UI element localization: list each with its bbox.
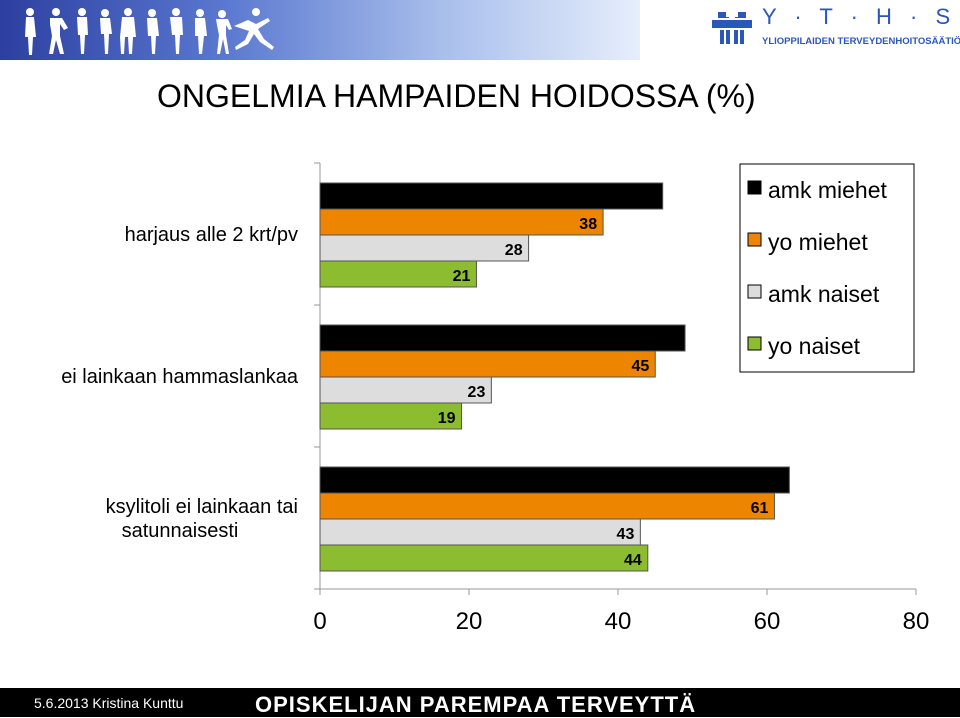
- x-tick-label: 0: [313, 608, 326, 635]
- bar-yo-miehet-2: [319, 492, 775, 520]
- people-silhouettes-icon: [25, 8, 274, 55]
- data-label: 19: [438, 410, 456, 427]
- legend-swatch: [747, 336, 762, 351]
- logo-letters: Y · T · H · S: [762, 4, 957, 29]
- legend-entry: amk naiset: [768, 281, 880, 307]
- footer: 5.6.2013 Kristina Kunttu OPISKELIJAN PAR…: [0, 688, 960, 717]
- x-tick-label: 20: [456, 608, 483, 635]
- category-label: ksylitoli ei lainkaan tai: [106, 496, 298, 518]
- legend-entry: amk miehet: [768, 177, 887, 203]
- data-label: 43: [617, 526, 635, 543]
- legend-swatch: [747, 232, 762, 247]
- yths-logo: Y · T · H · S YLIOPPILAIDEN TERVEYDENHOI…: [712, 4, 960, 54]
- header-banner: [0, 0, 640, 60]
- bar-yo-miehet-0: [319, 208, 604, 236]
- data-label: 44: [624, 552, 642, 569]
- chart-bars: 46 49 63 38 45 61 28 23 43 21 19 44: [319, 182, 790, 572]
- data-label: 46: [639, 190, 657, 207]
- header: Y · T · H · S YLIOPPILAIDEN TERVEYDENHOI…: [0, 0, 960, 60]
- legend-entry: yo naiset: [768, 333, 861, 359]
- bar-yo-miehet-1: [319, 350, 656, 378]
- bar-chart: 46 49 63 38 45 61 28 23 43 21 19 44 harjaus alle 2 …: [61, 162, 929, 635]
- legend-swatch: [747, 180, 762, 195]
- x-tick-label: 80: [903, 608, 930, 635]
- category-labels: harjaus alle 2 krt/pv ei lainkaan hammasl…: [61, 224, 299, 542]
- legend-entry: yo miehet: [768, 229, 868, 255]
- yths-logo-icon: [712, 8, 752, 44]
- x-tick-label: 40: [605, 608, 632, 635]
- bar-amk-miehet-1: [319, 324, 686, 352]
- footer-date-author: 5.6.2013 Kristina Kunttu: [34, 695, 184, 711]
- bar-amk-miehet-2: [319, 466, 790, 494]
- bar-amk-naiset-1: [319, 376, 492, 404]
- data-label: 21: [453, 268, 471, 285]
- x-tick-label: 60: [754, 608, 781, 635]
- category-label: ei lainkaan hammaslankaa: [61, 366, 299, 388]
- data-label: 38: [579, 216, 597, 233]
- data-label: 28: [505, 242, 523, 259]
- bar-amk-naiset-2: [319, 518, 641, 546]
- bar-yo-naiset-1: [319, 402, 463, 430]
- data-label: 49: [661, 332, 679, 349]
- logo-subtitle: YLIOPPILAIDEN TERVEYDENHOITOSÄÄTIÖ: [762, 36, 960, 47]
- data-label: 45: [631, 358, 649, 375]
- bar-yo-naiset-0: [319, 260, 477, 288]
- category-label: harjaus alle 2 krt/pv: [125, 224, 298, 246]
- bar-yo-naiset-2: [319, 544, 649, 572]
- legend-box: [739, 163, 915, 373]
- data-label: 23: [468, 384, 486, 401]
- category-label: satunnaisesti: [122, 520, 239, 542]
- bar-amk-miehet-0: [319, 182, 664, 210]
- legend-swatch: [747, 284, 762, 299]
- data-label: 63: [766, 474, 784, 491]
- legend: amk miehet yo miehet amk naiset yo naiset: [739, 163, 915, 373]
- chart-title: ONGELMIA HAMPAIDEN HOIDOSSA (%): [157, 78, 756, 114]
- x-tick-labels: 0 20 40 60 80: [313, 608, 929, 635]
- data-label: 61: [751, 500, 769, 517]
- footer-slogan: OPISKELIJAN PAREMPAA TERVEYTTÄ: [255, 692, 697, 717]
- bar-amk-naiset-0: [319, 234, 530, 262]
